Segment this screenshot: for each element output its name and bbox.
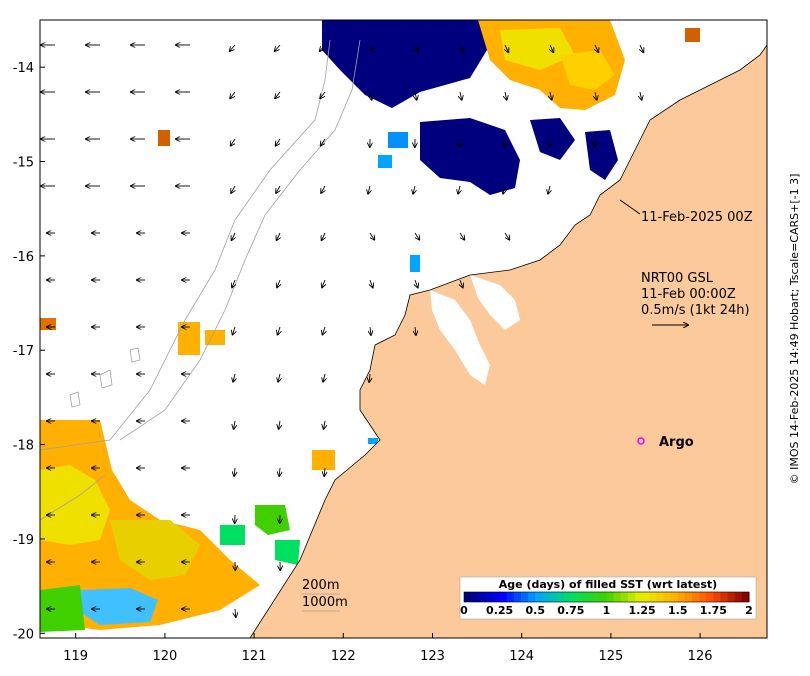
colorbar-segment [664, 592, 672, 602]
colorbar-segment [471, 592, 479, 602]
colorbar-segment [678, 592, 686, 602]
colorbar: Age (days) of filled SST (wrt latest) 0 0… [460, 577, 756, 619]
depth-1000-label: 1000m [302, 595, 348, 610]
lon-tick-label: 126 [688, 649, 713, 664]
colorbar-segment [542, 592, 550, 602]
colorbar-segment [635, 592, 643, 602]
colorbar-segment [713, 592, 721, 602]
colorbar-segment [621, 592, 629, 602]
lat-tick-label: -19 [13, 533, 34, 548]
colorbar-segment [464, 592, 472, 602]
colorbar-segment [728, 592, 736, 602]
colorbar-segment [507, 592, 515, 602]
colorbar-segment [485, 592, 493, 602]
colorbar-segment [628, 592, 636, 602]
product-label: NRT00 GSL [641, 271, 714, 286]
lon-tick-label: 119 [63, 649, 88, 664]
colorbar-segment [742, 592, 750, 602]
lon-tick-label: 122 [331, 649, 356, 664]
colorbar-segment [692, 592, 700, 602]
colorbar-segment [592, 592, 600, 602]
lat-tick-label: -15 [13, 156, 34, 171]
colorbar-segment [535, 592, 543, 602]
colorbar-tick-label: 0 [460, 604, 468, 617]
colorbar-segment [578, 592, 586, 602]
lon-tick-label: 125 [598, 649, 623, 664]
colorbar-segment [649, 592, 657, 602]
colorbar-tick-label: 1.5 [668, 604, 688, 617]
time-label: 11-Feb-2025 00Z [641, 210, 753, 225]
lat-tick-label: -16 [13, 250, 34, 265]
colorbar-segment [521, 592, 529, 602]
colorbar-segment [478, 592, 486, 602]
lon-tick-label: 123 [420, 649, 445, 664]
colorbar-segment [599, 592, 607, 602]
colorbar-segment [528, 592, 536, 602]
colorbar-segment [706, 592, 714, 602]
colorbar-segment [571, 592, 579, 602]
credit-text: © IMOS 14-Feb-2025 14:49 Hobart; Tscale=… [788, 174, 801, 485]
colorbar-tick-label: 1 [603, 604, 611, 617]
depth-200-label: 200m [302, 578, 339, 593]
colorbar-segment [685, 592, 693, 602]
colorbar-tick-label: 1.75 [700, 604, 727, 617]
colorbar-segment [671, 592, 679, 602]
datetime-label: 11-Feb 00:00Z [641, 287, 736, 302]
colorbar-tick-label: 1.25 [629, 604, 656, 617]
colorbar-segment [735, 592, 743, 602]
lon-tick-label: 124 [509, 649, 534, 664]
colorbar-segment [642, 592, 650, 602]
colorbar-segment [585, 592, 593, 602]
colorbar-segment [699, 592, 707, 602]
argo-label: Argo [659, 435, 694, 450]
colorbar-segment [607, 592, 615, 602]
colorbar-segment [493, 592, 501, 602]
lon-tick-label: 121 [242, 649, 267, 664]
colorbar-segment [656, 592, 664, 602]
colorbar-segment [500, 592, 508, 602]
colorbar-segment [557, 592, 565, 602]
colorbar-tick-label: 0.25 [486, 604, 513, 617]
colorbar-segment [550, 592, 558, 602]
lat-tick-label: -14 [13, 61, 34, 76]
colorbar-segment [514, 592, 522, 602]
colorbar-segment [721, 592, 729, 602]
colorbar-tick-label: 0.75 [557, 604, 584, 617]
lat-tick-label: -20 [13, 627, 34, 642]
colorbar-segment [614, 592, 622, 602]
lat-tick-label: -18 [13, 439, 34, 454]
lat-tick-label: -17 [13, 344, 34, 359]
lon-tick-label: 120 [152, 649, 177, 664]
colorbar-tick-label: 2 [745, 604, 753, 617]
colorbar-title: Age (days) of filled SST (wrt latest) [499, 578, 717, 591]
colorbar-segment [564, 592, 572, 602]
colorbar-tick-label: 0.5 [526, 604, 546, 617]
scale-label: 0.5m/s (1kt 24h) [641, 303, 750, 318]
